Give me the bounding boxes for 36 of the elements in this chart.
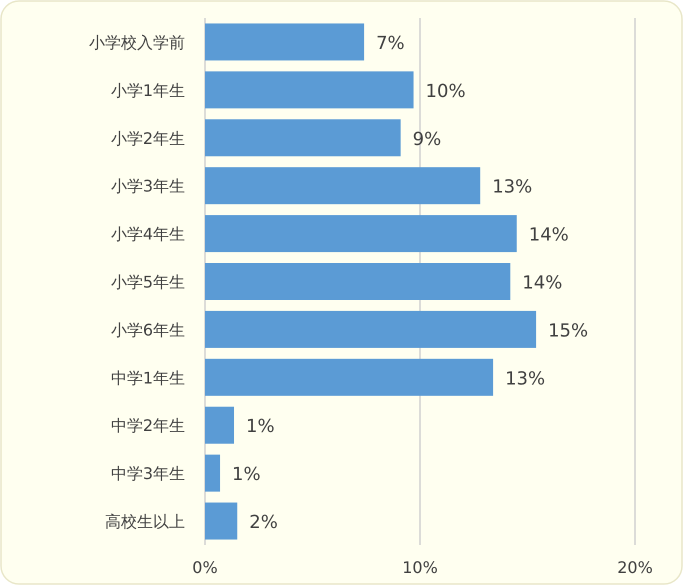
bar [205, 263, 510, 300]
bar [205, 23, 364, 60]
bar [205, 167, 480, 204]
data-label: 13% [492, 176, 532, 198]
y-tick-label: 小学5年生 [110, 272, 185, 292]
data-label: 15% [548, 320, 588, 342]
y-tick-label: 小学1年生 [110, 80, 185, 100]
bar [205, 502, 238, 540]
y-tick-label: 小学校入学前 [89, 32, 185, 52]
data-label: 7% [376, 32, 405, 54]
bar [205, 310, 536, 348]
data-label: 14% [528, 224, 569, 246]
y-tick-label: 小学6年生 [110, 320, 185, 340]
y-tick-label: 中学2年生 [110, 416, 185, 436]
y-tick-label: 中学3年生 [110, 464, 185, 484]
data-label: 10% [426, 80, 466, 102]
x-tick-label: 10% [402, 558, 438, 577]
data-label: 1% [232, 464, 261, 486]
y-tick-label: 高校生以上 [105, 512, 185, 532]
y-tick-label: 小学3年生 [110, 176, 185, 196]
bar [205, 406, 234, 444]
data-label: 2% [249, 512, 278, 534]
y-tick-label: 小学4年生 [110, 224, 185, 244]
x-tick-label: 20% [617, 558, 653, 577]
x-tick-label: 0% [192, 558, 218, 577]
bar [205, 71, 414, 108]
y-tick-label: 中学1年生 [110, 368, 185, 388]
bar [205, 454, 220, 492]
data-label: 13% [505, 368, 546, 390]
data-label: 9% [412, 128, 442, 150]
bar [205, 215, 517, 252]
data-label: 14% [522, 272, 562, 294]
y-tick-label: 小学2年生 [110, 128, 185, 148]
bar [205, 358, 494, 396]
bar [205, 119, 401, 156]
data-label: 1% [246, 416, 275, 438]
